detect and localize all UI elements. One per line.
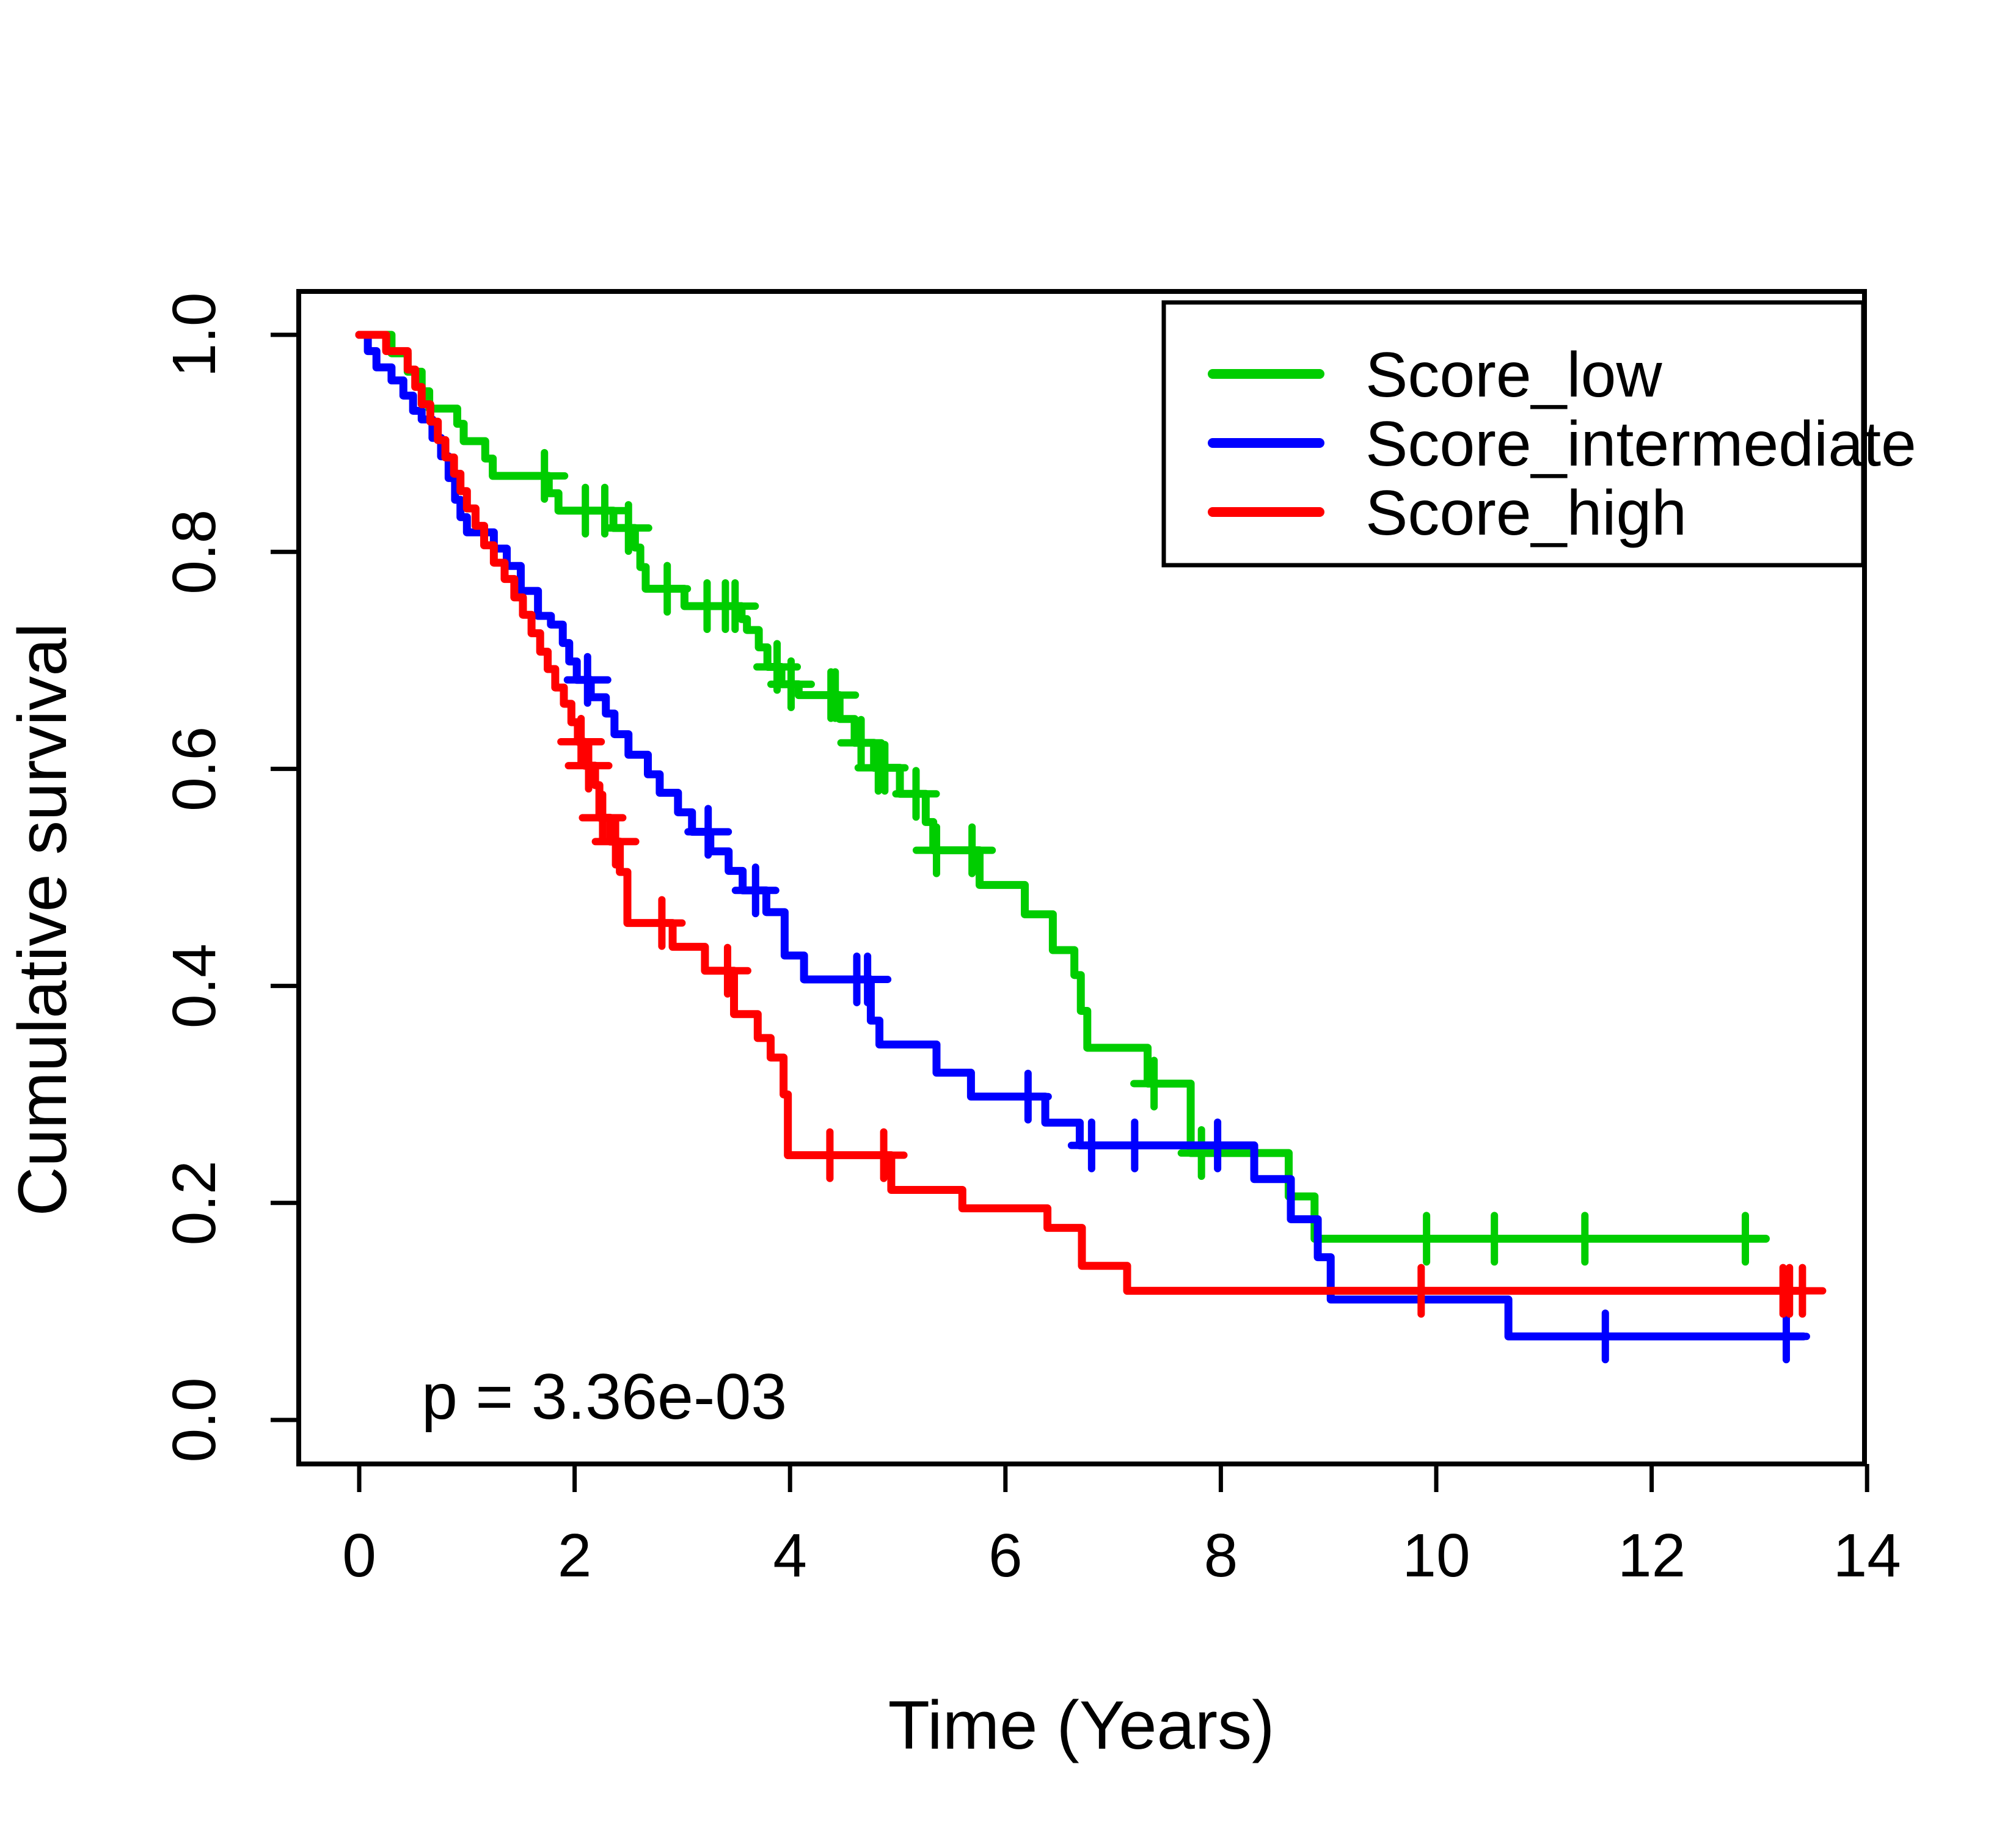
curves <box>355 331 1827 1364</box>
legend-label-score-low: Score_low <box>1365 340 1662 411</box>
x-tick-label: 10 <box>1402 1521 1470 1590</box>
x-tick-label: 8 <box>1204 1521 1238 1590</box>
y-axis-title: Cumulative survival <box>4 623 81 1217</box>
y-tick-label: 0.6 <box>160 726 228 811</box>
legend: Score_low Score_intermediate Score_high <box>1161 300 1916 568</box>
curve-score-low <box>355 331 1770 1243</box>
y-tick-label: 1.0 <box>160 292 228 377</box>
x-axis-title: Time (Years) <box>888 1687 1275 1763</box>
curve-score-high <box>355 331 1809 1295</box>
x-tick-label: 14 <box>1833 1521 1901 1590</box>
p-value-annotation: p = 3.36e-03 <box>422 1361 787 1433</box>
y-tick-label: 0.4 <box>160 943 228 1028</box>
x-tick-label: 0 <box>342 1521 376 1590</box>
x-axis: 0 2 4 6 8 10 12 14 <box>342 1464 1901 1590</box>
censor-marks-score-low <box>520 448 1769 1266</box>
legend-box <box>1161 300 1866 568</box>
censor-marks-score-intermediate <box>563 653 1810 1364</box>
x-tick-label: 12 <box>1618 1521 1685 1590</box>
plot-frame <box>296 289 1867 1466</box>
y-tick-label: 0.2 <box>160 1160 228 1245</box>
y-tick-label: 0.8 <box>160 510 228 595</box>
censor-marks-score-high <box>557 715 1827 1318</box>
y-axis: 0.0 0.2 0.4 0.6 0.8 1.0 <box>160 292 299 1463</box>
y-tick-label: 0.0 <box>160 1377 228 1462</box>
legend-label-score-high: Score_high <box>1365 478 1687 549</box>
x-tick-label: 6 <box>988 1521 1023 1590</box>
legend-label-score-intermediate: Score_intermediate <box>1365 409 1916 480</box>
x-tick-label: 4 <box>773 1521 807 1590</box>
x-tick-label: 2 <box>558 1521 592 1590</box>
